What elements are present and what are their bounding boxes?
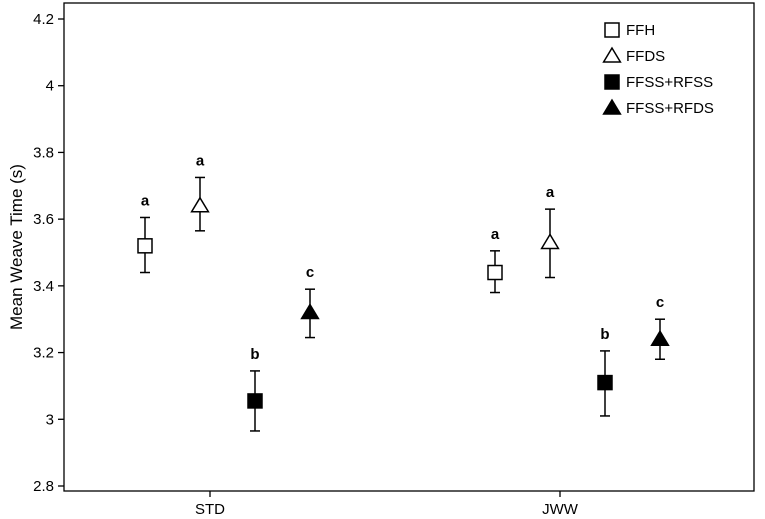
significance-label: a — [491, 226, 500, 243]
significance-label: c — [656, 294, 664, 311]
legend-label: FFH — [626, 22, 655, 39]
significance-label: b — [600, 326, 609, 343]
y-tick-label: 4.2 — [33, 11, 54, 28]
significance-label: a — [196, 152, 205, 169]
x-tick-label: JWW — [542, 501, 579, 518]
y-tick-label: 3.6 — [33, 211, 54, 228]
legend-item: FFDS — [602, 46, 665, 65]
series-ffh: aa — [137, 192, 503, 294]
marker — [650, 329, 670, 346]
legend-label: FFDS — [626, 48, 665, 65]
marker — [190, 196, 210, 213]
marker — [604, 22, 620, 38]
legend-item: FFSS+RFDS — [602, 98, 714, 117]
legend-label: FFSS+RFDS — [626, 100, 714, 117]
marker — [137, 238, 153, 254]
y-tick-label: 3.2 — [33, 345, 54, 362]
series-ffds: aa — [190, 152, 560, 279]
y-tick-label: 4 — [46, 78, 54, 95]
x-tick-label: STD — [195, 501, 225, 518]
marker — [300, 303, 320, 320]
series-ffss-rfss: bb — [247, 326, 613, 432]
marker — [540, 233, 560, 250]
marker — [604, 74, 620, 90]
series-ffss-rfds: cc — [300, 264, 670, 360]
plot-frame — [63, 2, 755, 492]
significance-label: c — [306, 264, 314, 281]
legend-label: FFSS+RFSS — [626, 74, 713, 91]
x-axis: STD JWW — [195, 491, 579, 518]
significance-label: a — [546, 184, 555, 201]
significance-label: b — [250, 346, 259, 363]
marker — [487, 264, 503, 281]
y-tick-label: 3 — [46, 411, 54, 428]
y-tick-label: 3.4 — [33, 278, 54, 295]
significance-label: a — [141, 192, 150, 209]
y-tick-label: 2.8 — [33, 478, 54, 495]
legend-item: FFSS+RFSS — [604, 74, 713, 91]
marker — [602, 46, 622, 63]
y-tick-label: 3.8 — [33, 144, 54, 161]
marker — [597, 374, 613, 391]
marker — [247, 393, 263, 409]
legend-item: FFH — [604, 22, 655, 39]
y-axis: 2.8 3 3.2 3.4 3.6 3.8 4 4.2 — [33, 11, 64, 495]
legend: FFH FFDS FFSS+RFSS FFSS+RFDS — [602, 22, 714, 117]
y-axis-title: Mean Weave Time (s) — [7, 164, 26, 330]
marker — [602, 98, 622, 115]
